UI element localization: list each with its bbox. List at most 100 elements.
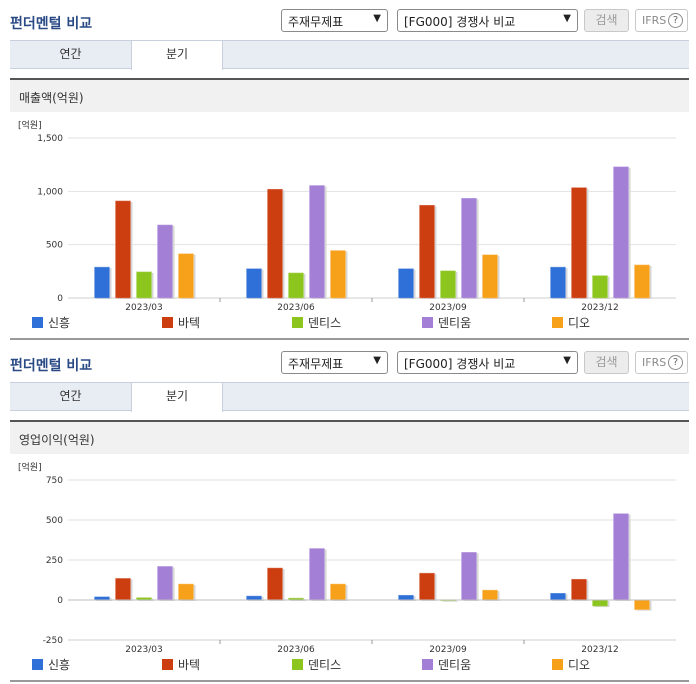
- legend-swatch: [292, 659, 303, 670]
- bar-바텍[interactable]: [571, 187, 587, 299]
- bar-덴티움[interactable]: [309, 548, 325, 601]
- legend-label: 덴티움: [438, 316, 472, 330]
- x-tick-label: 2023/06: [277, 645, 315, 654]
- bar-디오[interactable]: [178, 583, 194, 601]
- bar-디오[interactable]: [482, 589, 498, 601]
- bar-신흥[interactable]: [550, 593, 566, 601]
- legend-label: 덴티움: [438, 658, 472, 672]
- help-circle-icon[interactable]: ?: [668, 355, 683, 370]
- peer-group-select[interactable]: [FG000] 경쟁사 비교 ▼: [397, 351, 578, 374]
- legend-item[interactable]: 신흥: [32, 656, 70, 672]
- tab-quarterly[interactable]: 분기: [131, 383, 223, 412]
- bar-신흥[interactable]: [246, 595, 262, 601]
- bar-덴티스[interactable]: [440, 270, 456, 299]
- legend-label: 덴티스: [308, 316, 342, 330]
- operating-profit-bar-chart: [억원] -250 0 250 500 750 2023/03 2023/06 2023/09…: [18, 461, 676, 654]
- chart-legend: 신흥 바텍 덴티스 덴티움 디오: [32, 656, 692, 674]
- sales-bar-chart: [억원] 0 500 1,000 1,500 2023/03 2023/06 2023/09…: [18, 119, 676, 312]
- bar-신흥[interactable]: [550, 266, 566, 299]
- y-tick-label: 750: [46, 476, 63, 486]
- chevron-down-icon: ▼: [373, 13, 381, 24]
- legend-item[interactable]: 덴티스: [292, 656, 341, 672]
- section-header: 펀더멘털 비교 주재무제표 ▼ [FG000] 경쟁사 비교 ▼ 검색 IFRS…: [0, 0, 696, 40]
- section-header: 펀더멘털 비교 주재무제표 ▼ [FG000] 경쟁사 비교 ▼ 검색 IFRS…: [0, 342, 696, 382]
- legend-item[interactable]: 디오: [552, 314, 590, 330]
- statement-type-select[interactable]: 주재무제표 ▼: [281, 351, 388, 374]
- ifrs-button[interactable]: IFRS ?: [635, 9, 688, 32]
- legend-item[interactable]: 바텍: [162, 314, 200, 330]
- bar-바텍[interactable]: [267, 567, 283, 601]
- bar-덴티움[interactable]: [309, 185, 325, 299]
- bar-디오[interactable]: [482, 254, 498, 299]
- legend-swatch: [162, 659, 173, 670]
- chart-header: 매출액(억원): [10, 80, 689, 112]
- unit-label: [억원]: [18, 461, 42, 473]
- select-value: [FG000] 경쟁사 비교: [404, 15, 516, 29]
- peer-group-select[interactable]: [FG000] 경쟁사 비교 ▼: [397, 9, 578, 32]
- bar-신흥[interactable]: [246, 268, 262, 299]
- bar-바텍[interactable]: [115, 200, 131, 299]
- bar-shadow: [442, 600, 458, 602]
- select-value: [FG000] 경쟁사 비교: [404, 357, 516, 371]
- tab-annual[interactable]: 연간: [59, 47, 82, 61]
- chevron-down-icon: ▼: [373, 355, 381, 366]
- legend-label: 디오: [568, 658, 591, 672]
- chevron-down-icon: ▼: [563, 13, 571, 24]
- tab-annual[interactable]: 연간: [59, 389, 82, 403]
- bar-디오[interactable]: [330, 583, 346, 601]
- tab-quarterly[interactable]: 분기: [131, 41, 223, 70]
- legend-label: 바텍: [178, 316, 201, 330]
- chart-title: 영업이익(억원): [19, 433, 95, 447]
- bar-덴티스[interactable]: [592, 599, 608, 607]
- bar-덴티움[interactable]: [461, 198, 477, 299]
- bar-덴티움[interactable]: [461, 552, 477, 601]
- bar-덴티움[interactable]: [157, 566, 173, 601]
- legend-item[interactable]: 바텍: [162, 656, 200, 672]
- y-tick-label: 1,500: [37, 134, 63, 144]
- bar-신흥[interactable]: [398, 268, 414, 299]
- unit-label: [억원]: [18, 119, 42, 131]
- search-button[interactable]: 검색: [584, 9, 629, 32]
- legend-item[interactable]: 덴티스: [292, 314, 341, 330]
- bar-덴티스[interactable]: [592, 275, 608, 299]
- period-tabs: 연간 분기: [10, 40, 689, 70]
- legend-label: 바텍: [178, 658, 201, 672]
- bar-디오[interactable]: [178, 253, 194, 299]
- bar-바텍[interactable]: [571, 578, 587, 601]
- bar-바텍[interactable]: [419, 204, 435, 299]
- bar-신흥[interactable]: [94, 266, 110, 299]
- bar-바텍[interactable]: [267, 188, 283, 299]
- bar-디오[interactable]: [634, 599, 650, 610]
- y-tick-label: 500: [46, 241, 63, 251]
- help-circle-icon[interactable]: ?: [668, 13, 683, 28]
- legend-item[interactable]: 신흥: [32, 314, 70, 330]
- bar-덴티움[interactable]: [157, 224, 173, 299]
- search-button[interactable]: 검색: [584, 351, 629, 374]
- legend-swatch: [292, 317, 303, 328]
- select-value: 주재무제표: [288, 15, 344, 29]
- bar-디오[interactable]: [634, 264, 650, 299]
- bar-바텍[interactable]: [419, 572, 435, 601]
- legend-item[interactable]: 덴티움: [422, 656, 471, 672]
- chevron-down-icon: ▼: [563, 355, 571, 366]
- legend-swatch: [422, 317, 433, 328]
- bar-덴티움[interactable]: [613, 166, 629, 299]
- bar-덴티스[interactable]: [288, 272, 304, 299]
- bar-신흥[interactable]: [398, 594, 414, 601]
- bar-바텍[interactable]: [115, 578, 131, 601]
- y-tick-label: 250: [46, 556, 63, 566]
- bar-디오[interactable]: [330, 250, 346, 299]
- legend-swatch: [552, 317, 563, 328]
- y-tick-label: 1,000: [37, 187, 63, 197]
- y-tick-label: 0: [57, 294, 63, 304]
- legend-item[interactable]: 디오: [552, 656, 590, 672]
- ifrs-button[interactable]: IFRS ?: [635, 351, 688, 374]
- chart-legend: 신흥 바텍 덴티스 덴티움 디오: [32, 314, 692, 332]
- legend-swatch: [552, 659, 563, 670]
- bar-덴티움[interactable]: [613, 513, 629, 601]
- section-title: 펀더멘털 비교: [10, 358, 93, 374]
- bar-덴티스[interactable]: [136, 271, 152, 299]
- statement-type-select[interactable]: 주재무제표 ▼: [281, 9, 388, 32]
- select-value: 주재무제표: [288, 357, 344, 371]
- legend-item[interactable]: 덴티움: [422, 314, 471, 330]
